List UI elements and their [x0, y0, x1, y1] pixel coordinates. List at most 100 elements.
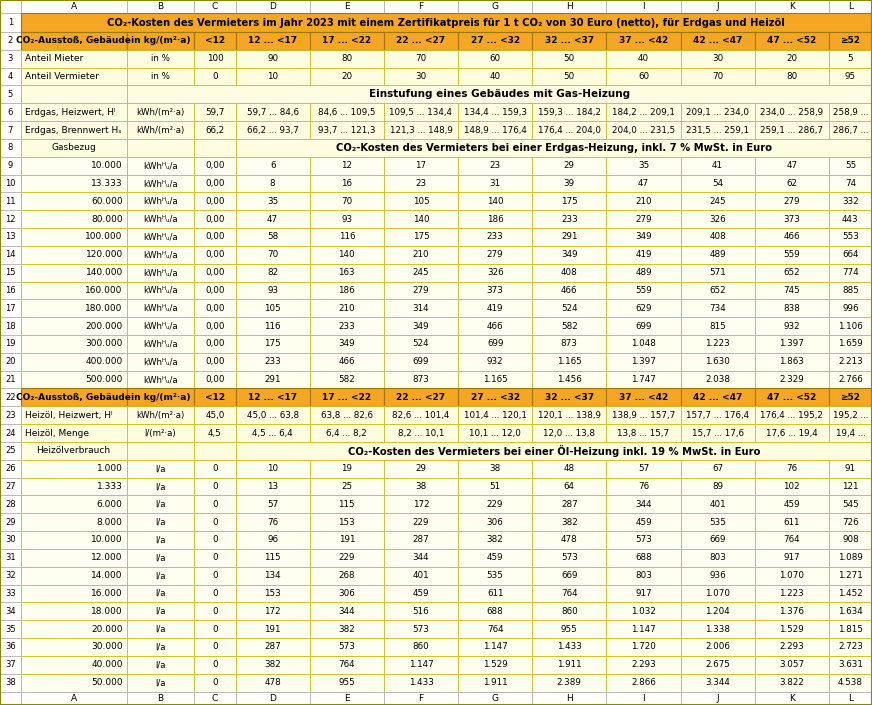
Bar	[194, 175, 235, 192]
Bar	[21, 620, 126, 638]
Bar	[828, 104, 872, 121]
Text: in %: in %	[151, 72, 170, 81]
Bar	[0, 68, 21, 85]
Bar	[606, 104, 680, 121]
Bar	[126, 139, 194, 157]
Text: 35: 35	[267, 197, 278, 206]
Text: 0: 0	[212, 500, 218, 509]
Text: 699: 699	[635, 321, 651, 331]
Text: 10: 10	[267, 464, 278, 473]
Bar	[384, 620, 458, 638]
Text: 120.000: 120.000	[85, 250, 123, 259]
Text: 0,00: 0,00	[205, 286, 225, 295]
Text: 102: 102	[783, 482, 800, 491]
Bar	[828, 371, 872, 388]
Bar	[194, 317, 235, 335]
Bar	[532, 549, 606, 567]
Bar	[532, 104, 606, 121]
Text: 57: 57	[637, 464, 649, 473]
Bar	[21, 371, 126, 388]
Bar	[754, 388, 828, 406]
Bar	[384, 68, 458, 85]
Bar	[235, 32, 310, 50]
Bar	[126, 104, 194, 121]
Bar	[754, 460, 828, 477]
Text: 0,00: 0,00	[205, 375, 225, 384]
Text: 100.000: 100.000	[85, 233, 123, 242]
Text: 0,00: 0,00	[205, 161, 225, 170]
Bar	[458, 620, 532, 638]
Bar	[194, 352, 235, 371]
Text: J: J	[716, 694, 719, 703]
Bar	[0, 620, 21, 638]
Text: I: I	[642, 2, 644, 11]
Bar	[194, 549, 235, 567]
Text: 286,7 ...: 286,7 ...	[833, 125, 869, 135]
Bar	[606, 210, 680, 228]
Text: 16.000: 16.000	[91, 589, 123, 598]
Bar	[384, 32, 458, 50]
Text: 175: 175	[264, 339, 281, 348]
Text: 1.452: 1.452	[838, 589, 862, 598]
Bar	[606, 264, 680, 281]
Bar	[680, 192, 754, 210]
Bar	[194, 620, 235, 638]
Text: l/a: l/a	[155, 661, 166, 669]
Text: 1.529: 1.529	[483, 661, 508, 669]
Text: 37 ... <42: 37 ... <42	[619, 37, 668, 45]
Bar	[235, 139, 872, 157]
Text: 32 ... <37: 32 ... <37	[545, 393, 594, 402]
Text: 20.000: 20.000	[92, 625, 123, 634]
Bar	[0, 104, 21, 121]
Bar	[21, 32, 126, 50]
Text: 1.048: 1.048	[631, 339, 656, 348]
Bar	[194, 674, 235, 692]
Bar	[532, 281, 606, 300]
Text: 233: 233	[561, 214, 577, 223]
Bar	[384, 210, 458, 228]
Text: 917: 917	[635, 589, 651, 598]
Text: G: G	[492, 2, 499, 11]
Text: 18.000: 18.000	[91, 607, 123, 615]
Bar	[754, 175, 828, 192]
Text: 573: 573	[412, 625, 429, 634]
Bar	[458, 584, 532, 602]
Text: 764: 764	[561, 589, 577, 598]
Bar	[458, 300, 532, 317]
Text: L: L	[848, 2, 853, 11]
Text: J: J	[716, 2, 719, 11]
Bar	[754, 246, 828, 264]
Bar	[384, 0, 458, 13]
Text: 47 ... <52: 47 ... <52	[767, 393, 816, 402]
Bar	[680, 228, 754, 246]
Bar	[194, 335, 235, 352]
Bar	[310, 406, 384, 424]
Bar	[235, 442, 872, 460]
Text: kWh/(m²·a): kWh/(m²·a)	[136, 108, 185, 117]
Text: 96: 96	[267, 536, 278, 544]
Text: l/a: l/a	[155, 500, 166, 509]
Bar	[310, 246, 384, 264]
Bar	[532, 228, 606, 246]
Text: H: H	[566, 2, 573, 11]
Text: 45,0 ... 63,8: 45,0 ... 63,8	[247, 411, 299, 419]
Text: 180.000: 180.000	[85, 304, 123, 313]
Bar	[606, 674, 680, 692]
Bar	[606, 300, 680, 317]
Bar	[194, 192, 235, 210]
Bar	[754, 371, 828, 388]
Bar	[194, 567, 235, 584]
Text: 231,5 ... 259,1: 231,5 ... 259,1	[686, 125, 749, 135]
Bar	[384, 335, 458, 352]
Bar	[21, 13, 872, 32]
Bar	[828, 192, 872, 210]
Bar	[606, 549, 680, 567]
Text: 1.271: 1.271	[838, 571, 862, 580]
Text: 459: 459	[487, 553, 503, 563]
Text: 5: 5	[848, 54, 853, 63]
Text: 70: 70	[341, 197, 352, 206]
Text: 8,2 ... 10,1: 8,2 ... 10,1	[398, 429, 444, 438]
Bar	[754, 157, 828, 175]
Bar	[126, 85, 872, 104]
Bar	[606, 496, 680, 513]
